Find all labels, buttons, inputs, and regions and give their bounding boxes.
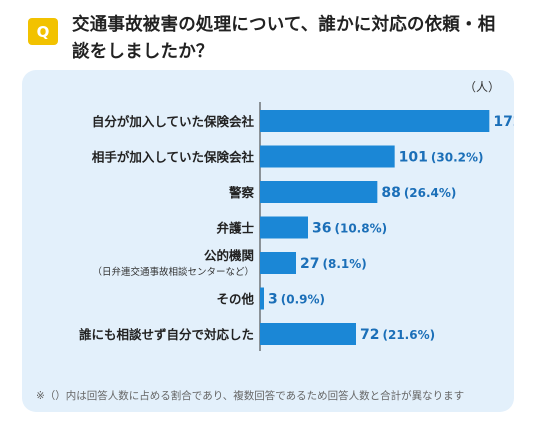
- category-label: 公的機関: [204, 248, 254, 263]
- category-label: 弁護士: [216, 221, 254, 236]
- data-label: 72 (21.6%): [360, 327, 435, 343]
- data-label: 27 (8.1%): [300, 256, 367, 272]
- bar: [260, 145, 395, 168]
- category-label: 誰にも相談せず自分で対応した: [79, 327, 254, 342]
- category-label: その他: [216, 292, 254, 307]
- bar-chart: 自分が加入していた保険会社 172(51.5%) 相手が加入していた保険会社 101(…: [79, 102, 514, 351]
- bar: [260, 287, 264, 310]
- unit-label: （人）: [463, 80, 500, 94]
- data-label: 36 (10.8%): [312, 221, 387, 237]
- chart-panel: （人） 自分が加入していた保険会社 172(51.5%) 相手が加入していた保険会社…: [22, 70, 514, 412]
- category-label: 自分が加入していた保険会社: [92, 114, 255, 129]
- question-title: 交通事故被害の処理について、誰かに対応の依頼・相談をしましたか？: [72, 15, 496, 62]
- bar: [260, 110, 490, 132]
- question-badge: Q: [28, 18, 58, 45]
- bar: [260, 323, 356, 345]
- data-label: 3 (0.9%): [268, 292, 325, 308]
- category-label: 相手が加入していた保険会社: [92, 150, 255, 165]
- data-label: 101 (30.2%): [399, 150, 484, 166]
- data-label: 88 (26.4%): [381, 185, 456, 201]
- bar: [260, 216, 308, 239]
- footnote: ※（）内は回答人数に占める割合であり、複数回答であるため回答人数と合計が異なりま…: [36, 390, 465, 402]
- bar: [260, 252, 296, 274]
- data-label: 172(51.5%): [493, 114, 514, 130]
- category-label: 警察: [228, 185, 255, 200]
- category-sublabel: （日弁連交通事故相談センターなど）: [92, 266, 254, 278]
- bar: [260, 181, 378, 203]
